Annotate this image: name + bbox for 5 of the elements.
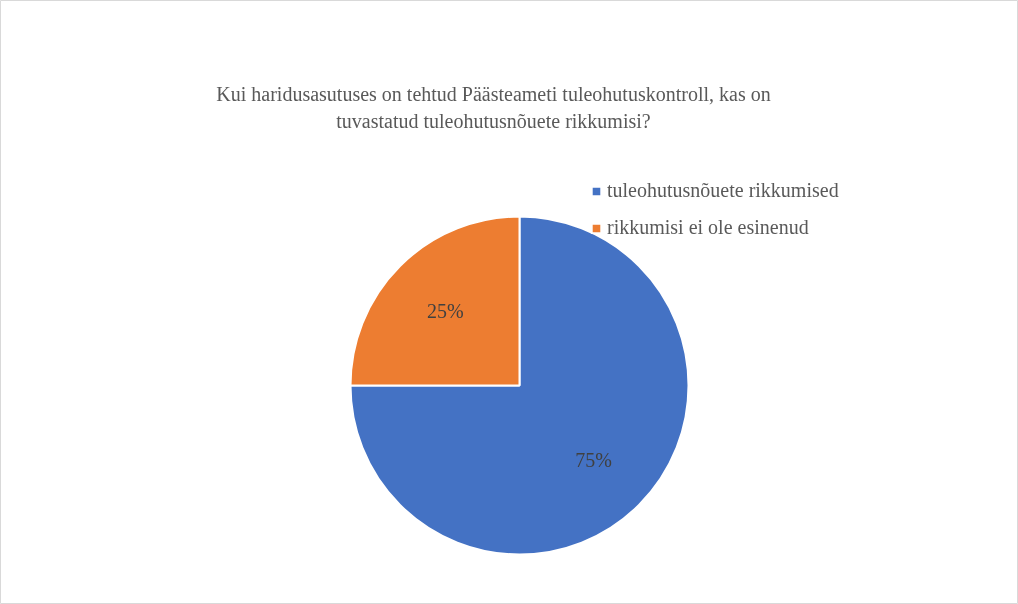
legend-label: rikkumisi ei ole esinenud [607,216,809,239]
data-label: 25% [427,300,464,323]
legend-label: tuleohutusnõuete rikkumised [607,179,839,202]
data-label: 75% [575,448,612,471]
chart-title: Kui haridusasutuses on tehtud Päästeameti tuleohutuskontroll, kas on tuvastatud tuleohutusnõuete rikkumisi? [216,82,771,133]
